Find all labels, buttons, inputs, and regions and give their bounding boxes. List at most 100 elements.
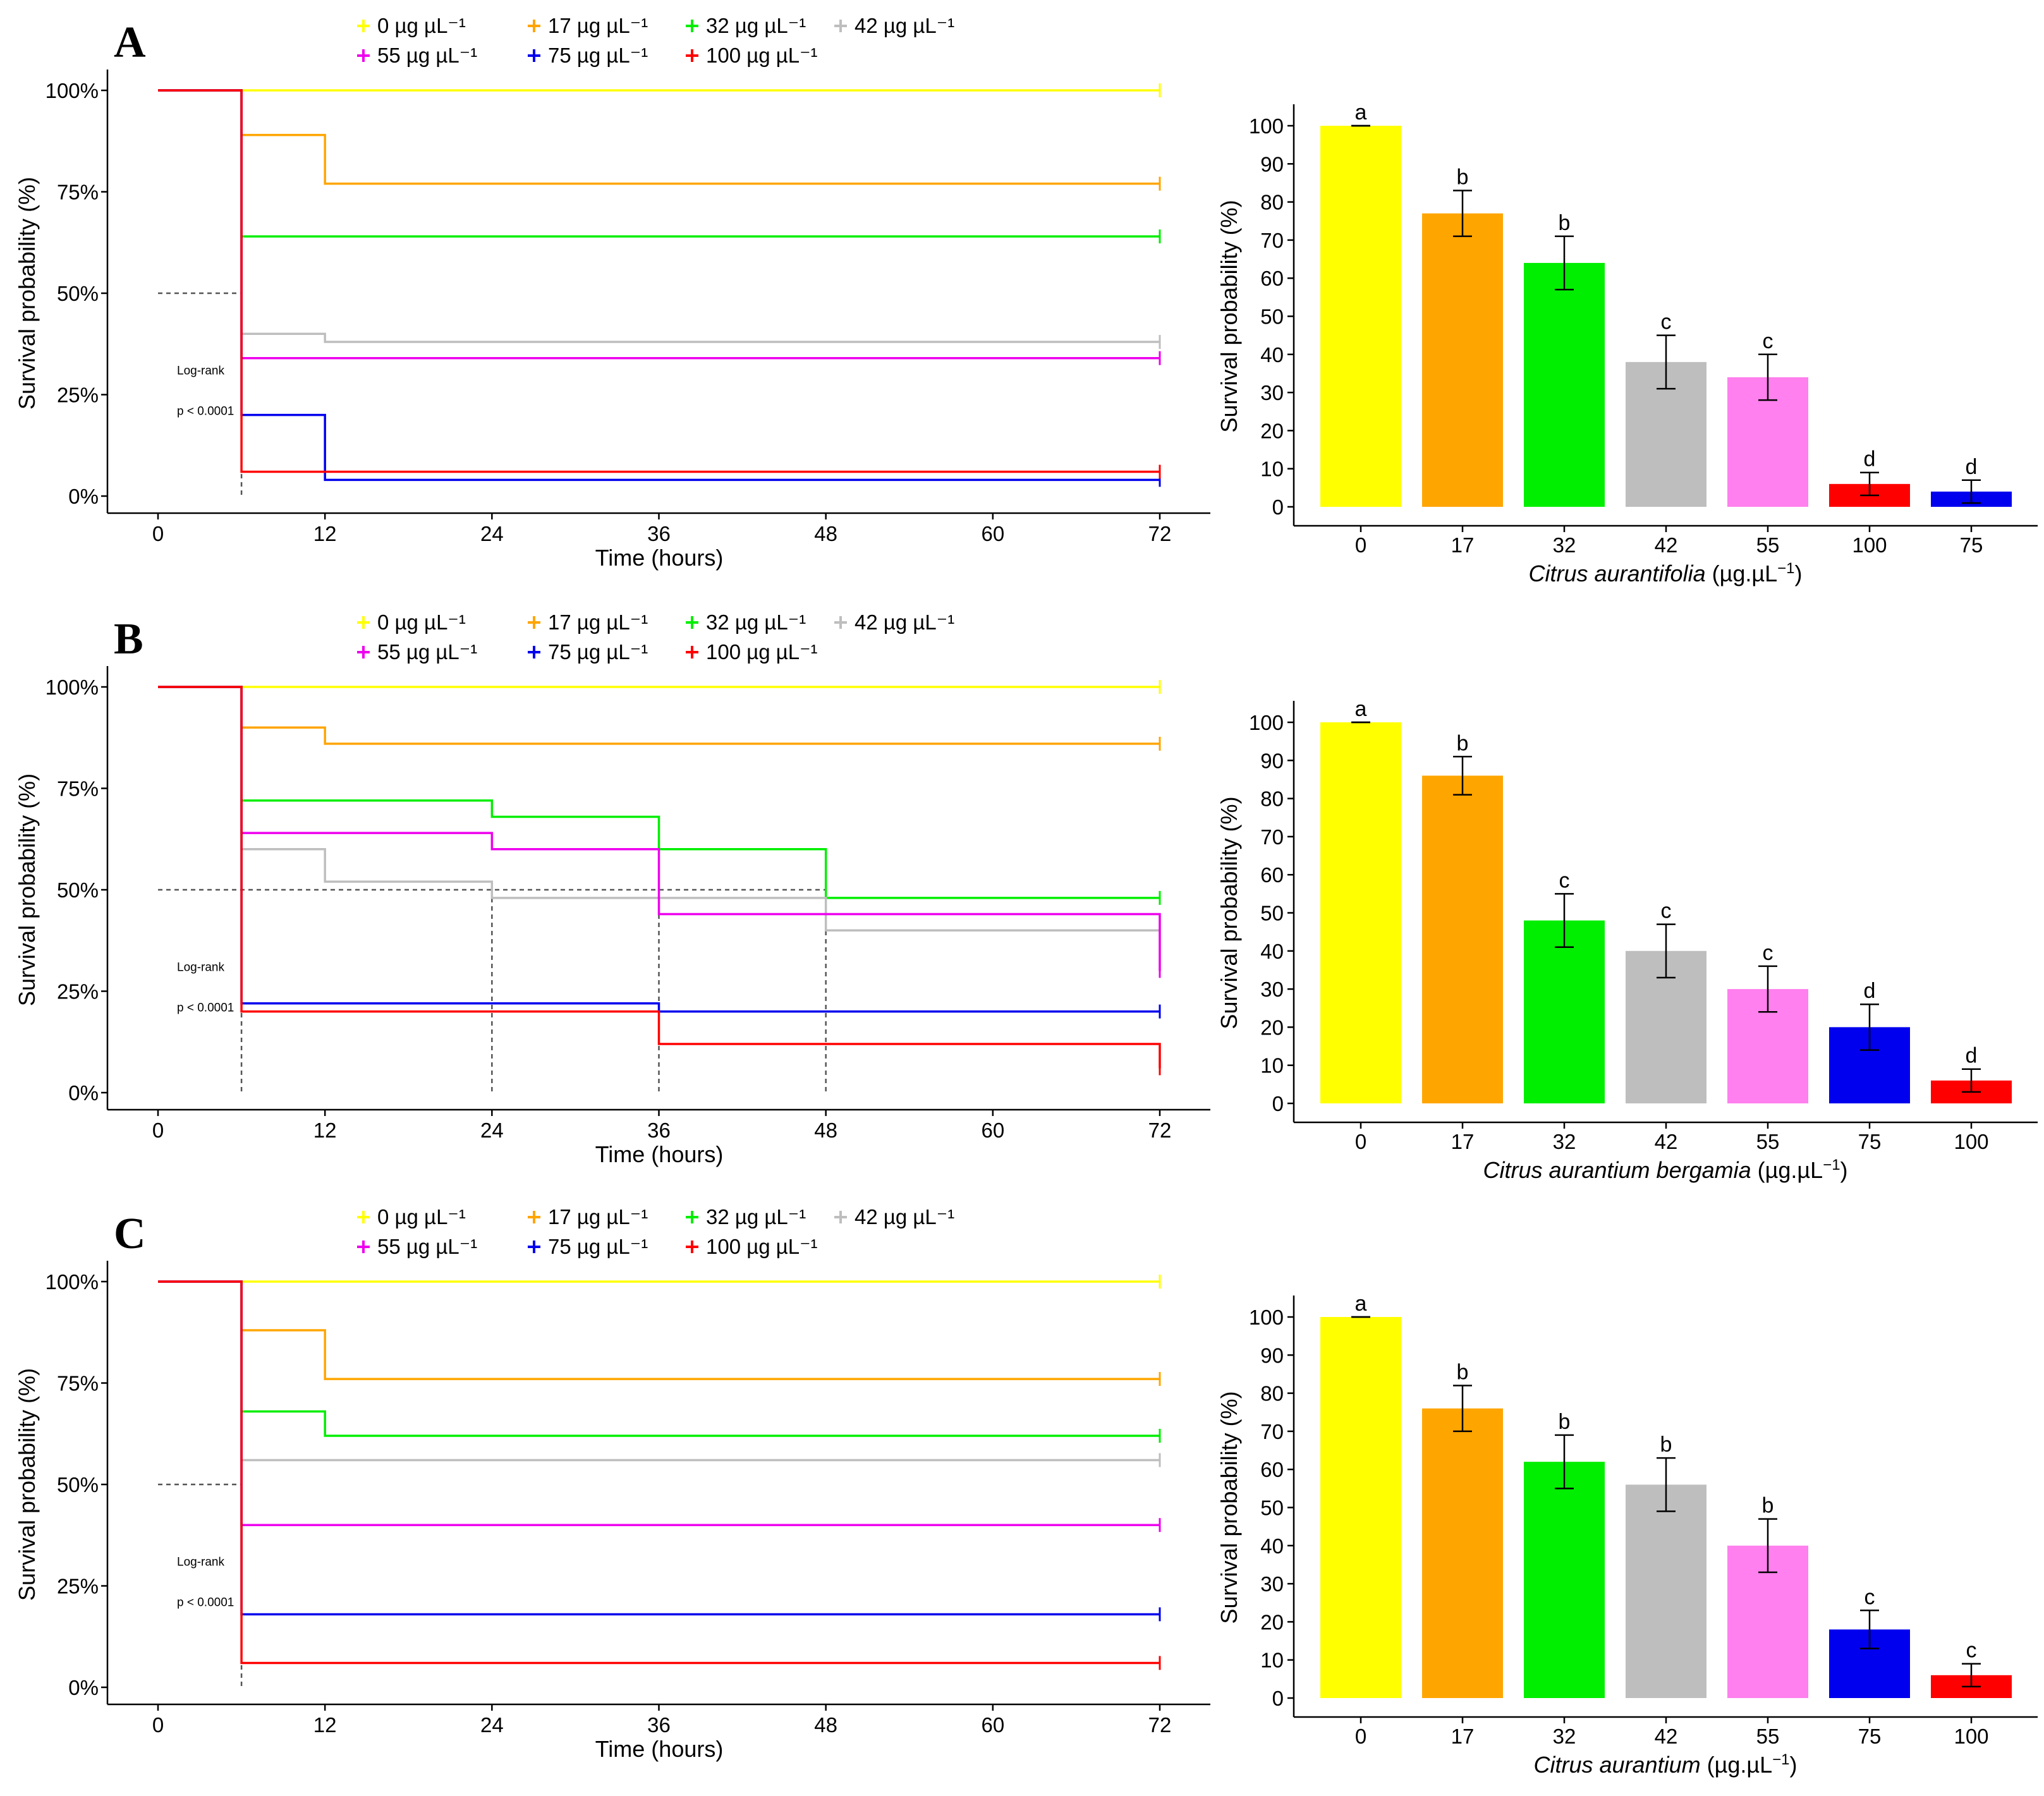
legend-label: 75 µg µL⁻¹	[548, 1235, 648, 1258]
error-bar	[1657, 923, 1676, 979]
error-bar	[1962, 479, 1981, 504]
significance-letter: b	[1559, 211, 1571, 235]
legend-label: 0 µg µL⁻¹	[377, 14, 466, 37]
error-bar	[1758, 353, 1777, 401]
y-tick-label: 30	[1260, 978, 1284, 1001]
x-tick-label: 100	[1954, 1725, 1988, 1748]
y-tick-label: 90	[1260, 749, 1284, 772]
y-tick-label: 80	[1260, 787, 1284, 811]
bar-chart: 0 10 20 30 40 50 60 70 80 90 100 a 0 b 17 b 32 c 42 c 55 d 100…	[1216, 100, 2038, 586]
x-tick-label: 24	[480, 1119, 504, 1142]
error-bar	[1657, 1457, 1676, 1512]
logrank-label: Log-rank	[177, 961, 224, 974]
y-axis-title: Survival probability (%)	[1216, 200, 1242, 432]
legend-item: 100 µg µL⁻¹	[686, 640, 818, 664]
legend-item: 55 µg µL⁻¹	[357, 1235, 477, 1258]
panel-letter: A	[114, 18, 146, 67]
x-axis-title: Time (hours)	[595, 1736, 724, 1762]
x-tick-label: 0	[1355, 1725, 1366, 1748]
logrank-pvalue: p < 0.0001	[177, 1002, 234, 1015]
legend-item: 0 µg µL⁻¹	[357, 14, 466, 37]
x-tick-label: 55	[1756, 1130, 1780, 1153]
legend-label: 32 µg µL⁻¹	[706, 14, 806, 37]
legend-label: 55 µg µL⁻¹	[377, 44, 477, 67]
x-tick-label: 75	[1858, 1130, 1882, 1153]
legend-label: 75 µg µL⁻¹	[548, 640, 648, 664]
significance-letter: a	[1355, 697, 1367, 721]
significance-letter: b	[1457, 731, 1469, 755]
x-tick-label: 72	[1148, 1119, 1172, 1142]
significance-letter: b	[1660, 1433, 1672, 1457]
y-tick-label: 40	[1260, 940, 1284, 963]
legend-item: 75 µg µL⁻¹	[528, 44, 648, 67]
x-tick-label: 0	[1355, 1130, 1366, 1153]
y-tick-label: 0%	[68, 485, 99, 508]
survival-chart: 0% 25% 50% 75% 100% 0 12 24 36 48 60 72 Time (hours)…	[14, 1261, 1210, 1762]
bar	[1320, 126, 1401, 507]
x-axis-title-species: Citrus aurantium bergamia	[1483, 1157, 1757, 1183]
error-bar	[1758, 1518, 1777, 1574]
x-axis-title: Time (hours)	[595, 545, 724, 571]
y-tick-label: 30	[1260, 1572, 1284, 1596]
legend-label: 100 µg µL⁻¹	[706, 1235, 818, 1258]
bar	[1320, 1317, 1401, 1698]
x-tick-label: 60	[981, 1119, 1004, 1142]
y-tick-label: 0%	[68, 1676, 99, 1699]
significance-letter: c	[1661, 310, 1672, 334]
y-tick-label: 60	[1260, 1458, 1284, 1481]
panel-b: B 0 µg µL⁻¹ 17 µg µL⁻¹ 32 µg µL⁻¹ 42 µg µL⁻¹…	[14, 610, 2038, 1183]
x-tick-label: 12	[313, 522, 337, 545]
legend-item: 75 µg µL⁻¹	[528, 1235, 648, 1258]
x-tick-label: 32	[1553, 1130, 1576, 1153]
x-axis-title-exponent: −1	[1823, 1156, 1840, 1174]
legend-item: 32 µg µL⁻¹	[686, 14, 806, 37]
y-tick-label: 0	[1272, 1687, 1284, 1710]
survival-curve	[158, 89, 1160, 185]
x-axis-title: Citrus aurantium bergamia (µg.µL−1)	[1483, 1156, 1847, 1184]
y-tick-label: 0	[1272, 495, 1284, 519]
significance-letter: b	[1457, 1361, 1469, 1385]
y-tick-label: 90	[1260, 152, 1284, 176]
panel-letter: C	[114, 1210, 146, 1258]
y-tick-label: 70	[1260, 229, 1284, 252]
y-tick-label: 100	[1249, 114, 1284, 138]
survival-chart: 0% 25% 50% 75% 100% 0 12 24 36 48 60 72 Time (hours)…	[14, 666, 1210, 1167]
legend-label: 0 µg µL⁻¹	[377, 610, 466, 634]
y-tick-label: 10	[1260, 458, 1284, 481]
survival-chart: 0% 25% 50% 75% 100% 0 12 24 36 48 60 72 Time (hours)…	[14, 70, 1210, 571]
error-bar	[1758, 965, 1777, 1013]
legend-label: 17 µg µL⁻¹	[548, 1205, 648, 1229]
legend-label: 42 µg µL⁻¹	[855, 14, 954, 37]
logrank-pvalue: p < 0.0001	[177, 1596, 234, 1610]
legend-label: 42 µg µL⁻¹	[855, 610, 954, 634]
y-tick-label: 25%	[57, 1575, 99, 1598]
bar	[1524, 920, 1605, 1103]
x-tick-label: 60	[981, 1713, 1004, 1737]
y-tick-label: 25%	[57, 980, 99, 1004]
y-tick-label: 50%	[57, 282, 99, 305]
x-tick-label: 100	[1852, 533, 1887, 557]
significance-letter: d	[1966, 455, 1978, 479]
legend-label: 17 µg µL⁻¹	[548, 610, 648, 634]
survival-curve	[158, 1280, 1160, 1462]
y-tick-label: 30	[1260, 381, 1284, 404]
x-tick-label: 0	[152, 522, 164, 545]
x-axis-title-close: )	[1790, 1752, 1798, 1778]
x-axis-title-close: )	[1840, 1157, 1848, 1183]
x-axis-title: Citrus aurantium (µg.µL−1)	[1533, 1751, 1797, 1778]
legend-item: 100 µg µL⁻¹	[686, 1235, 818, 1258]
legend-item: 17 µg µL⁻¹	[528, 14, 648, 37]
significance-letter: c	[1966, 1639, 1977, 1663]
bar-chart: 0 10 20 30 40 50 60 70 80 90 100 a 0 b 17 c 32 c 42 c 55 d 75 d…	[1216, 697, 2038, 1183]
survival-curve	[158, 686, 1161, 1069]
y-tick-label: 0	[1272, 1092, 1284, 1115]
x-tick-label: 24	[480, 1713, 504, 1737]
significance-letter: b	[1762, 1494, 1774, 1518]
y-axis-title: Survival probability (%)	[14, 177, 40, 410]
y-tick-label: 90	[1260, 1344, 1284, 1367]
legend-item: 55 µg µL⁻¹	[357, 640, 477, 664]
significance-letter: a	[1355, 1292, 1367, 1316]
y-tick-label: 25%	[57, 384, 99, 407]
legend-label: 55 µg µL⁻¹	[377, 1235, 477, 1258]
survival-curve	[158, 89, 1160, 343]
